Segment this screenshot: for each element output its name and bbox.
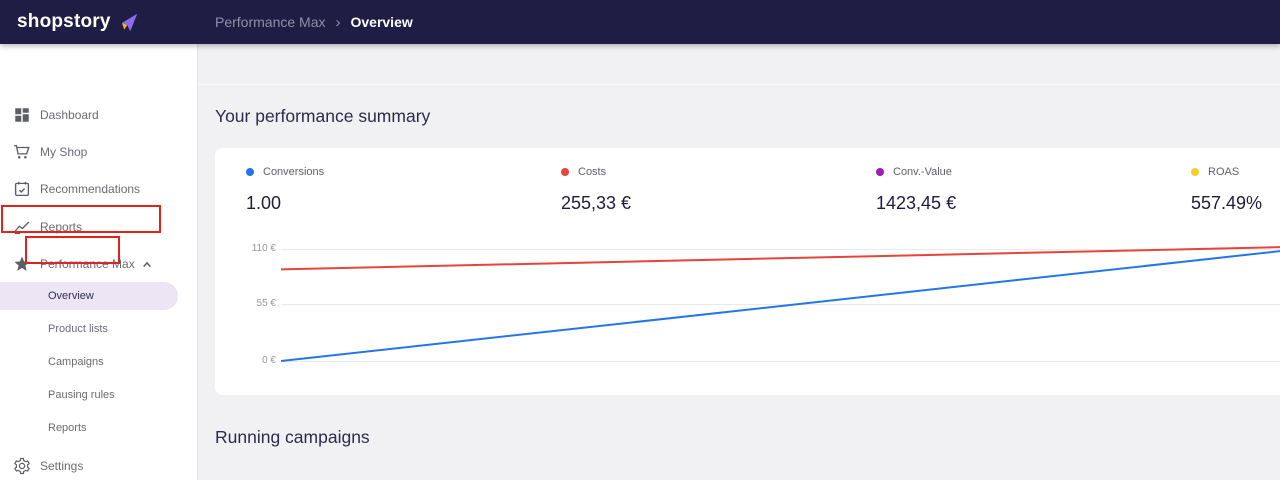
star-icon — [14, 256, 30, 271]
line-chart-icon — [14, 221, 30, 235]
costs-legend-dot-icon — [561, 168, 569, 176]
sidebar: Dashboard My Shop Recommendations — [0, 44, 198, 480]
roas-legend-dot-icon — [1191, 168, 1199, 176]
summary-heading: Your performance summary — [215, 106, 431, 126]
conversions-line — [281, 250, 1280, 361]
y-axis-tick: 0 € — [262, 355, 276, 366]
sidebar-subitem-reports[interactable]: Reports — [0, 414, 198, 442]
calendar-check-icon — [14, 181, 30, 197]
performance-summary-card: Conversions 1.00 Costs 255,33 € Conv.-Va… — [215, 148, 1280, 395]
metric-value: 1.00 — [246, 193, 282, 213]
paper-plane-icon — [121, 13, 137, 31]
sidebar-item-label: My Shop — [40, 145, 88, 159]
sidebar-subitem-label: Product lists — [48, 323, 108, 335]
sidebar-item-label: Recommendations — [40, 182, 141, 196]
costs-line — [281, 247, 1280, 269]
gridline-55 — [281, 304, 1280, 305]
gridline-110 — [281, 249, 1280, 250]
y-axis-tick: 55 € — [256, 298, 276, 309]
sidebar-subitem-campaigns[interactable]: Campaigns — [0, 348, 198, 376]
metric-costs: Costs 255,33 € — [561, 166, 861, 214]
sidebar-item-recommendations[interactable]: Recommendations — [0, 175, 198, 203]
breadcrumb-separator-icon: › — [335, 13, 341, 31]
sidebar-item-label: Dashboard — [40, 108, 99, 122]
metric-label: Costs — [578, 166, 607, 178]
y-axis-tick: 110 € — [251, 243, 276, 254]
metric-label: ROAS — [1208, 166, 1240, 178]
sidebar-item-dashboard[interactable]: Dashboard — [0, 101, 198, 129]
logo[interactable]: shopstory — [0, 11, 198, 33]
sidebar-item-my-shop[interactable]: My Shop — [0, 138, 198, 166]
sidebar-subitem-overview[interactable]: Overview — [0, 282, 178, 310]
metric-value: 557.49% — [1191, 193, 1263, 213]
metric-value: 255,33 € — [561, 193, 632, 213]
breadcrumb: Performance Max › Overview — [215, 14, 413, 31]
metric-label: Conversions — [263, 166, 325, 178]
performance-line-chart — [281, 240, 1280, 370]
breadcrumb-current: Overview — [350, 14, 413, 30]
sidebar-item-label: Reports — [40, 220, 83, 234]
sidebar-subitem-label: Reports — [48, 422, 87, 434]
logo-text: shopstory — [17, 11, 111, 32]
metric-label: Conv.-Value — [893, 166, 952, 178]
sidebar-item-performance-max[interactable]: Performance Max — [0, 250, 198, 278]
sidebar-item-settings[interactable]: Settings — [0, 452, 198, 480]
sidebar-item-label: Settings — [40, 459, 84, 473]
sidebar-subitem-product-lists[interactable]: Product lists — [0, 315, 198, 343]
sidebar-subitem-pausing-rules[interactable]: Pausing rules — [0, 381, 198, 409]
chevron-up-icon — [142, 261, 151, 267]
main-header-strip — [198, 44, 1280, 85]
conv-value-legend-dot-icon — [876, 168, 884, 176]
metric-conversions: Conversions 1.00 — [246, 166, 546, 214]
sidebar-subitem-label: Overview — [48, 290, 94, 302]
topbar: shopstory Performance Max › Overview — [0, 0, 1280, 44]
running-campaigns-heading: Running campaigns — [215, 427, 370, 447]
gear-icon — [14, 457, 30, 475]
metric-roas: ROAS 557.49% — [1191, 166, 1280, 214]
sidebar-item-reports[interactable]: Reports — [0, 213, 198, 241]
sidebar-item-label: Performance Max — [40, 257, 135, 271]
sidebar-subitem-label: Pausing rules — [48, 389, 115, 401]
sidebar-subitem-label: Campaigns — [48, 356, 104, 368]
metric-conv-value: Conv.-Value 1423,45 € — [876, 166, 1176, 214]
metric-value: 1423,45 € — [876, 193, 957, 213]
gridline-0 — [281, 361, 1280, 362]
shopping-cart-icon — [14, 144, 30, 159]
dashboard-grid-icon — [15, 108, 29, 122]
breadcrumb-parent[interactable]: Performance Max — [215, 14, 326, 30]
conversions-legend-dot-icon — [246, 168, 254, 176]
